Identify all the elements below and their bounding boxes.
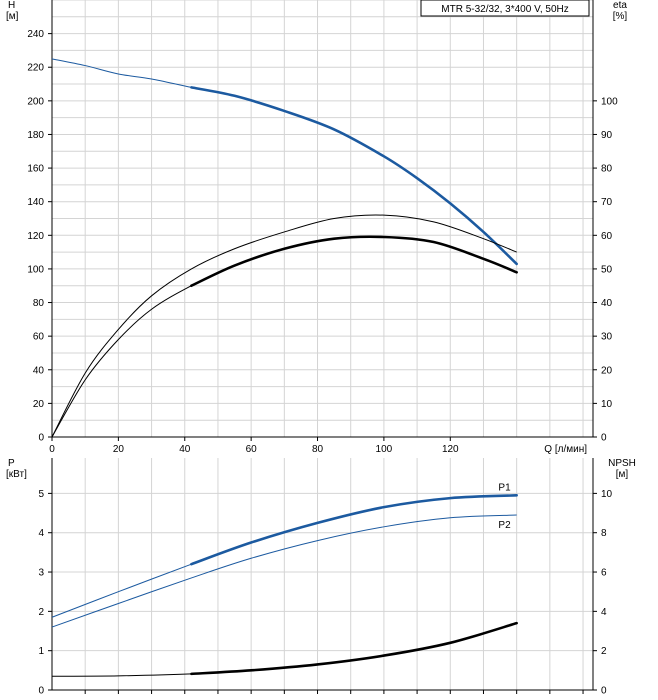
left-tick-label: 80 — [33, 298, 45, 309]
eta-curve-operating — [190, 235, 518, 288]
head-efficiency-panel: 0204060801001201401601802002202400102030… — [6, 0, 627, 455]
x-tick-label: 100 — [376, 444, 393, 455]
head-curve-operating — [190, 86, 518, 266]
npsh-curve-operating — [190, 621, 518, 676]
x-tick-label: 120 — [442, 444, 459, 455]
P2-curve — [51, 514, 517, 628]
right-tick-label: 50 — [601, 264, 613, 275]
x-tick-label: 60 — [246, 444, 258, 455]
left-tick-label: 40 — [33, 365, 45, 376]
plot-area — [52, 458, 593, 690]
left-axis-unit: [м] — [6, 11, 19, 22]
eta-curve — [51, 214, 517, 438]
x-tick-label: 80 — [312, 444, 324, 455]
x-tick-label: 40 — [179, 444, 191, 455]
P1-curve-operating — [190, 494, 518, 566]
right-axis-title: eta — [613, 0, 627, 11]
left-tick-label: 180 — [27, 130, 44, 141]
left-tick-label: 5 — [38, 489, 44, 500]
right-tick-label: 60 — [601, 231, 613, 242]
right-tick-label: 40 — [601, 298, 613, 309]
left-tick-label: 1 — [38, 646, 44, 657]
right-tick-label: 80 — [601, 164, 613, 175]
right-tick-label: 90 — [601, 130, 613, 141]
right-tick-label: 4 — [601, 607, 607, 618]
legend-box — [420, 0, 590, 17]
left-tick-label: 240 — [27, 29, 44, 40]
x-tick-label: 0 — [49, 444, 55, 455]
left-axis-title: H — [8, 0, 15, 11]
right-axis-unit: [%] — [613, 11, 628, 22]
series-label-p2: P2 — [498, 520, 511, 531]
left-tick-label: 160 — [27, 164, 44, 175]
x-tick-label: 20 — [113, 444, 125, 455]
right-tick-label: 10 — [601, 399, 613, 410]
right-tick-label: 10 — [601, 489, 613, 500]
left-tick-label: 4 — [38, 528, 44, 539]
left-tick-label: 140 — [27, 197, 44, 208]
left-tick-label: 0 — [38, 433, 44, 444]
left-tick-label: 120 — [27, 231, 44, 242]
left-tick-label: 200 — [27, 96, 44, 107]
right-tick-label: 20 — [601, 365, 613, 376]
right-tick-label: 8 — [601, 528, 607, 539]
left-tick-label: 60 — [33, 332, 45, 343]
left-tick-label: 2 — [38, 607, 44, 618]
left-tick-label: 0 — [38, 686, 44, 697]
right-axis-unit: [м] — [616, 469, 629, 480]
left-axis-title: P — [8, 458, 15, 469]
legend-text: MTR 5-32/32, 3*400 V, 50Hz — [441, 4, 568, 15]
right-tick-label: 0 — [601, 686, 607, 697]
left-axis-unit: [кВт] — [6, 469, 27, 480]
right-axis-title: NPSH — [608, 458, 636, 469]
right-tick-label: 100 — [601, 96, 618, 107]
left-tick-label: 100 — [27, 264, 44, 275]
series-label-p1: P1 — [498, 482, 511, 493]
x-axis-label: Q [л/мин] — [544, 444, 587, 455]
right-tick-label: 2 — [601, 646, 607, 657]
right-tick-label: 6 — [601, 568, 607, 579]
right-tick-label: 30 — [601, 332, 613, 343]
right-tick-label: 70 — [601, 197, 613, 208]
power-npsh-panel: 0 1 2 3 4 5 0 2 4 6 8 10 P[кВт] NPSH[м] P1 P2 — [6, 458, 636, 697]
left-tick-label: 20 — [33, 399, 45, 410]
right-tick-label: 0 — [601, 433, 607, 444]
left-tick-label: 3 — [38, 568, 44, 579]
left-tick-label: 220 — [27, 63, 44, 74]
